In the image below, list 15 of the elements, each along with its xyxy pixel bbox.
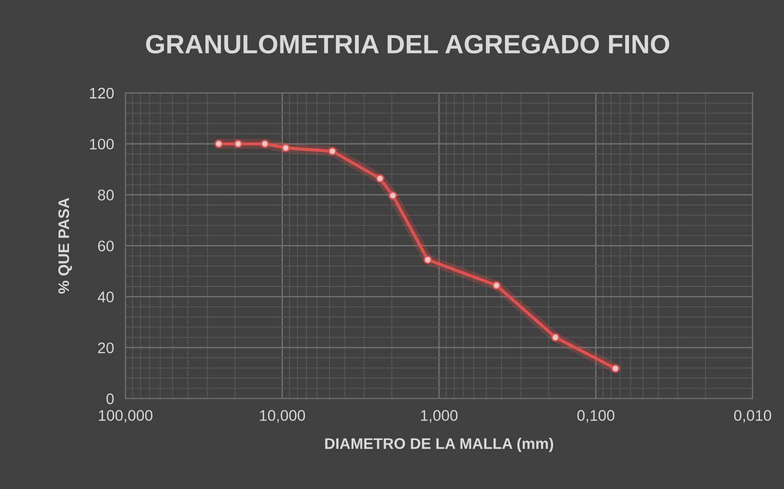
chart-title: GRANULOMETRIA DEL AGREGADO FINO (146, 34, 670, 54)
x-tick-label: 0,100 (577, 410, 614, 423)
x-tick-label: 0,010 (734, 410, 772, 423)
y-tick-label: 100 (90, 138, 114, 150)
x-tick-label: 1,000 (421, 410, 458, 423)
y-axis-title: % QUE PASA (58, 198, 72, 294)
y-tick-label: 40 (98, 292, 114, 302)
x-tick-label: 10,000 (260, 410, 306, 423)
y-tick-label: 80 (98, 190, 114, 200)
y-tick-label: 20 (98, 342, 114, 354)
x-tick-label: 100,000 (98, 410, 152, 423)
x-axis-title: DIAMETRO DE LA MALLA (mm) (325, 438, 554, 452)
y-tick-label: 60 (98, 240, 114, 252)
y-tick-label: 120 (90, 88, 114, 99)
y-tick-label: 0 (106, 393, 114, 404)
